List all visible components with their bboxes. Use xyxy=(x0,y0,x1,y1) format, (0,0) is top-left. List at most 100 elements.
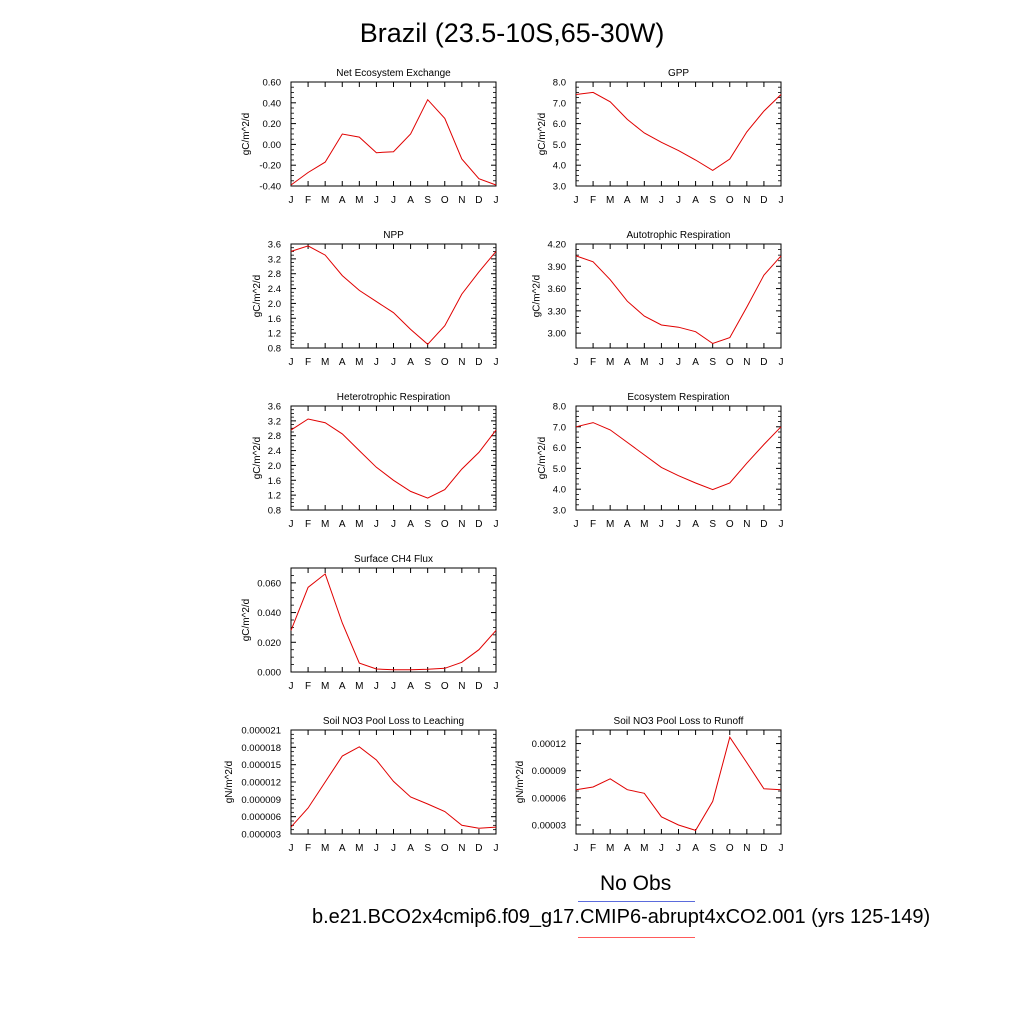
x-tick-label: J xyxy=(676,195,681,206)
x-tick-label: M xyxy=(321,195,329,206)
x-tick-label: O xyxy=(441,681,449,692)
y-tick-label: 7.0 xyxy=(553,98,566,109)
y-tick-label: 3.30 xyxy=(548,306,567,317)
y-tick-label: -0.40 xyxy=(259,182,281,193)
x-tick-label: M xyxy=(606,195,614,206)
y-tick-label: 6.0 xyxy=(553,443,566,454)
x-tick-label: O xyxy=(726,195,734,206)
x-tick-label: J xyxy=(676,357,681,368)
x-tick-label: M xyxy=(606,843,614,854)
y-tick-label: 0.000021 xyxy=(241,726,281,737)
plot-frame xyxy=(575,405,782,511)
y-tick-label: 0.000015 xyxy=(241,760,281,771)
x-tick-label: J xyxy=(374,195,379,206)
x-tick-label: D xyxy=(760,843,767,854)
x-tick-label: S xyxy=(709,195,716,206)
x-tick-label: N xyxy=(458,357,465,368)
series-line xyxy=(575,255,782,345)
x-tick-label: A xyxy=(407,195,414,206)
y-axis-label: gC/m^2/d xyxy=(537,113,548,156)
y-tick-label: 3.2 xyxy=(268,254,281,265)
y-tick-label: 0.00003 xyxy=(532,820,566,831)
x-tick-label: J xyxy=(391,519,396,530)
y-tick-label: 0.000006 xyxy=(241,812,281,823)
y-tick-label: 1.6 xyxy=(268,476,281,487)
x-tick-label: O xyxy=(726,357,734,368)
x-tick-label: N xyxy=(458,519,465,530)
y-tick-label: 0.060 xyxy=(257,578,281,589)
x-tick-label: J xyxy=(779,519,784,530)
x-tick-label: J xyxy=(391,681,396,692)
chart-title: NPP xyxy=(383,230,404,241)
x-tick-label: F xyxy=(590,519,596,530)
x-tick-label: J xyxy=(374,681,379,692)
x-tick-label: N xyxy=(743,195,750,206)
x-tick-label: N xyxy=(743,519,750,530)
x-tick-label: A xyxy=(692,519,699,530)
x-tick-label: A xyxy=(624,519,631,530)
y-tick-label: 3.2 xyxy=(268,416,281,427)
x-tick-label: J xyxy=(676,519,681,530)
series-line xyxy=(290,245,497,345)
x-tick-label: D xyxy=(475,519,482,530)
x-tick-label: M xyxy=(640,195,648,206)
x-tick-label: A xyxy=(624,195,631,206)
x-tick-label: A xyxy=(339,681,346,692)
x-tick-label: M xyxy=(355,519,363,530)
plot-frame xyxy=(290,243,497,349)
y-tick-label: 2.4 xyxy=(268,446,281,457)
x-tick-label: F xyxy=(590,357,596,368)
chart-title: GPP xyxy=(668,68,689,79)
y-tick-label: 0.8 xyxy=(268,506,281,517)
x-tick-label: A xyxy=(339,195,346,206)
x-tick-label: A xyxy=(692,357,699,368)
y-tick-label: 0.00009 xyxy=(532,766,566,777)
x-tick-label: M xyxy=(321,843,329,854)
series-line xyxy=(575,736,782,831)
y-tick-label: 2.0 xyxy=(268,461,281,472)
x-tick-label: F xyxy=(305,357,311,368)
y-tick-label: -0.20 xyxy=(259,161,281,172)
x-tick-label: S xyxy=(709,519,716,530)
plot-frame xyxy=(290,81,497,187)
x-tick-label: D xyxy=(475,843,482,854)
x-tick-label: N xyxy=(458,681,465,692)
x-tick-label: A xyxy=(407,843,414,854)
x-tick-label: S xyxy=(424,357,431,368)
x-tick-label: M xyxy=(321,357,329,368)
y-axis-label: gC/m^2/d xyxy=(241,599,252,642)
x-tick-label: D xyxy=(475,357,482,368)
x-tick-label: J xyxy=(289,357,294,368)
x-tick-label: M xyxy=(355,357,363,368)
y-axis-label: gC/m^2/d xyxy=(537,437,548,480)
x-tick-label: J xyxy=(289,843,294,854)
series-line xyxy=(290,98,497,186)
x-tick-label: A xyxy=(624,357,631,368)
x-tick-label: A xyxy=(624,843,631,854)
y-axis-label: gC/m^2/d xyxy=(252,275,263,318)
x-tick-label: A xyxy=(339,357,346,368)
plot-frame xyxy=(575,243,782,349)
x-tick-label: D xyxy=(760,357,767,368)
y-tick-label: 3.0 xyxy=(553,182,566,193)
x-tick-label: J xyxy=(391,195,396,206)
x-tick-label: F xyxy=(590,195,596,206)
x-tick-label: M xyxy=(606,519,614,530)
y-tick-label: 0.60 xyxy=(263,78,282,89)
y-tick-label: 0.00012 xyxy=(532,739,566,750)
x-tick-label: M xyxy=(640,843,648,854)
y-tick-label: 0.00006 xyxy=(532,793,566,804)
plot-frame xyxy=(575,729,782,835)
x-tick-label: S xyxy=(424,195,431,206)
x-tick-label: J xyxy=(289,681,294,692)
y-axis-label: gN/m^2/d xyxy=(515,761,526,804)
y-tick-label: 0.00 xyxy=(263,140,282,151)
x-tick-label: O xyxy=(441,357,449,368)
series-line xyxy=(575,422,782,491)
x-tick-label: D xyxy=(475,195,482,206)
